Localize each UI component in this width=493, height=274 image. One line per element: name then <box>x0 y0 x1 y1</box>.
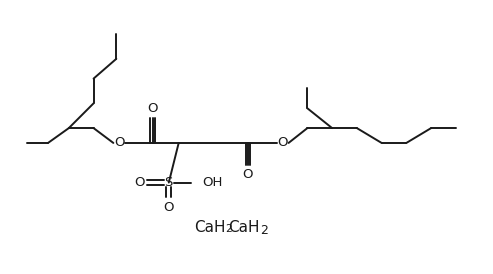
Text: CaH: CaH <box>194 219 225 235</box>
Text: O: O <box>278 136 288 149</box>
Text: S: S <box>165 176 173 189</box>
Text: O: O <box>134 176 144 189</box>
Text: O: O <box>148 102 158 115</box>
Text: OH: OH <box>203 176 223 189</box>
Text: O: O <box>164 201 174 214</box>
Text: O: O <box>243 168 253 181</box>
Text: $_{2}$: $_{2}$ <box>225 219 233 235</box>
Text: 2: 2 <box>260 224 268 236</box>
Text: CaH: CaH <box>228 219 260 235</box>
Text: O: O <box>114 136 125 149</box>
